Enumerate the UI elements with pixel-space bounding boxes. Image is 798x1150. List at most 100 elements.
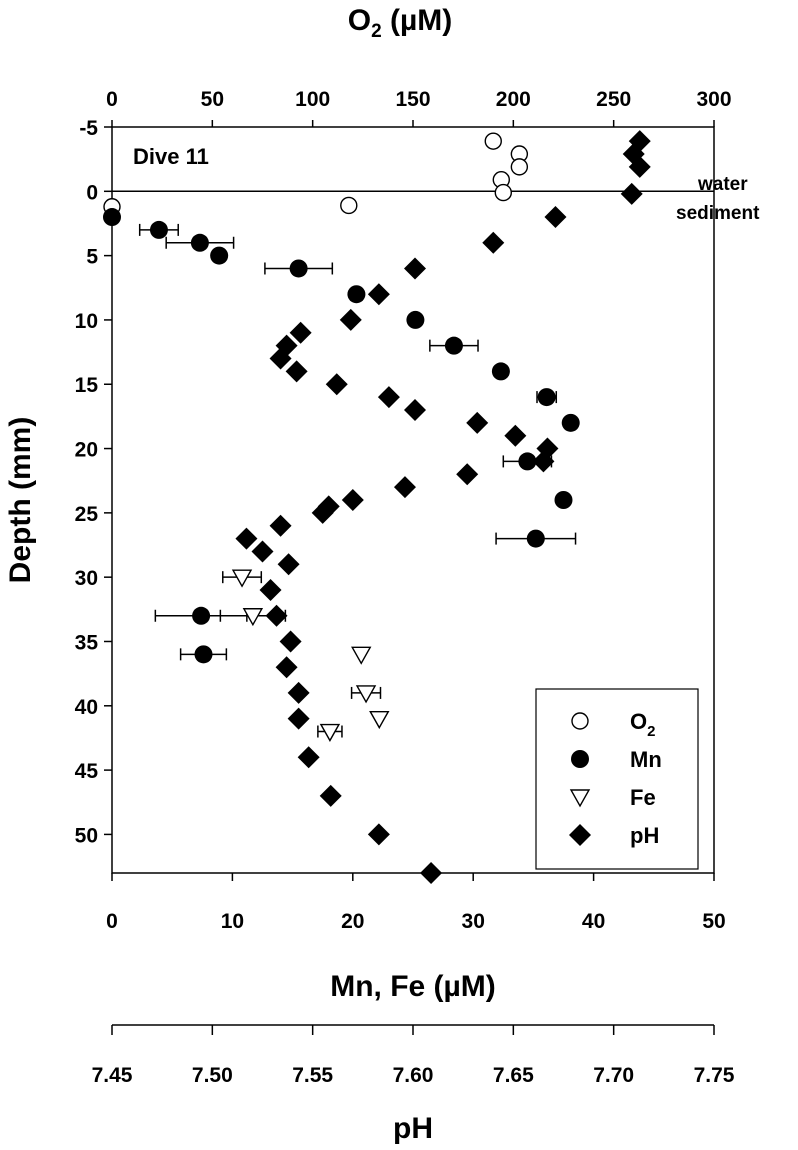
legend-marker-ph — [569, 824, 591, 846]
o2-point — [484, 132, 502, 150]
top-tick-label: 300 — [696, 88, 731, 111]
ph-point — [251, 540, 274, 563]
ph-point — [269, 514, 292, 537]
o2-point — [494, 183, 512, 202]
ph-tick-label: 7.45 — [92, 1064, 133, 1087]
ph-tick-label: 7.75 — [694, 1064, 735, 1087]
ph-point — [325, 373, 348, 396]
bottom-tick-label: 10 — [221, 910, 244, 933]
mn-point — [289, 259, 308, 278]
ph-point — [265, 604, 288, 627]
y-tick-label: 45 — [75, 760, 99, 783]
ph-point — [393, 476, 416, 499]
top-tick-label: 100 — [295, 88, 330, 111]
mn-point — [192, 606, 211, 625]
mn-point — [526, 529, 545, 548]
ph-axis-title: pH — [393, 1112, 433, 1145]
fe-point — [231, 569, 253, 588]
ph-point — [482, 231, 505, 254]
fe-point — [351, 646, 372, 665]
ph-point — [466, 411, 489, 434]
ph-point — [277, 553, 300, 576]
y-tick-label: -5 — [79, 117, 98, 140]
ph-point — [404, 398, 427, 421]
top-axis-title-sub: 2 — [371, 21, 382, 42]
ph-point — [456, 463, 479, 486]
legend-label-fe: Fe — [630, 785, 656, 810]
mn-point — [406, 310, 425, 329]
fe-point — [242, 608, 264, 627]
legend-label-subscript: 2 — [647, 723, 655, 740]
ph-tick-label: 7.50 — [192, 1064, 233, 1087]
y-tick-label: 35 — [75, 631, 99, 654]
ph-point — [279, 630, 302, 653]
y-tick-label: 15 — [75, 374, 99, 397]
fe-point — [369, 710, 390, 730]
bottom-axis-title: Mn, Fe (µM) — [330, 970, 496, 1003]
bottom-tick-label: 20 — [341, 910, 364, 933]
mn-point — [518, 452, 537, 471]
ph-point — [404, 257, 427, 280]
mn-point — [554, 491, 573, 509]
legend-marker-fe — [569, 789, 591, 808]
y-tick-label: 30 — [75, 567, 98, 590]
ph-point — [628, 155, 651, 178]
ph-point — [287, 681, 310, 704]
ph-tick-label: 7.65 — [493, 1064, 534, 1087]
mn-point — [561, 413, 580, 432]
y-tick-label: 50 — [75, 824, 98, 847]
sediment-label: sediment — [676, 203, 760, 224]
mn-point — [190, 233, 209, 252]
bottom-tick-label: 30 — [462, 910, 485, 933]
water-label: water — [697, 174, 748, 195]
ph-point — [367, 823, 390, 846]
mn-point — [444, 336, 463, 355]
ph-point — [504, 424, 527, 447]
mn-point — [347, 285, 366, 304]
legend-marker-o2 — [571, 712, 589, 730]
ph-point — [532, 450, 555, 473]
legend-box — [535, 688, 699, 870]
fe-point — [319, 723, 341, 742]
mn-point — [491, 362, 510, 381]
top-axis-title: O2 (µM) — [348, 4, 453, 42]
ph-point — [289, 321, 312, 344]
y-tick-label: 25 — [75, 503, 99, 526]
chart-text: Dive 11 water sediment Depth (mm) O2 (µM… — [4, 4, 760, 1145]
ph-point — [235, 527, 258, 550]
bottom-tick-label: 40 — [582, 910, 605, 933]
y-tick-label: 10 — [75, 310, 98, 333]
mn-point — [537, 388, 556, 407]
ph-point — [259, 579, 282, 602]
ph-point — [269, 347, 292, 370]
ph-point — [341, 489, 364, 511]
mn-point — [103, 208, 121, 227]
fe-point — [355, 685, 377, 704]
top-tick-label: 250 — [596, 88, 631, 111]
ph-point — [339, 308, 362, 331]
ph-point — [319, 784, 342, 807]
top-tick-label: 0 — [106, 88, 118, 111]
ph-point — [297, 746, 320, 769]
y-tick-label: 20 — [75, 439, 98, 462]
y-tick-label: 0 — [86, 181, 98, 204]
ph-point — [544, 206, 567, 229]
data-series — [103, 130, 651, 884]
ph-point — [420, 862, 443, 884]
top-tick-label: 50 — [201, 88, 224, 111]
ph-point — [285, 360, 308, 383]
ph-tick-label: 7.55 — [292, 1064, 333, 1087]
y-tick-label: 5 — [86, 246, 98, 269]
ph-point — [287, 707, 310, 730]
top-axis-title-main: O — [348, 4, 371, 37]
ph-point — [275, 656, 298, 679]
y-axis-title: Depth (mm) — [4, 417, 37, 584]
y-tick-label: 40 — [75, 696, 98, 719]
panel-label: Dive 11 — [133, 144, 209, 169]
legend-marker-mn — [571, 750, 589, 768]
legend-label-mn: Mn — [630, 747, 662, 772]
top-tick-label: 200 — [496, 88, 531, 111]
